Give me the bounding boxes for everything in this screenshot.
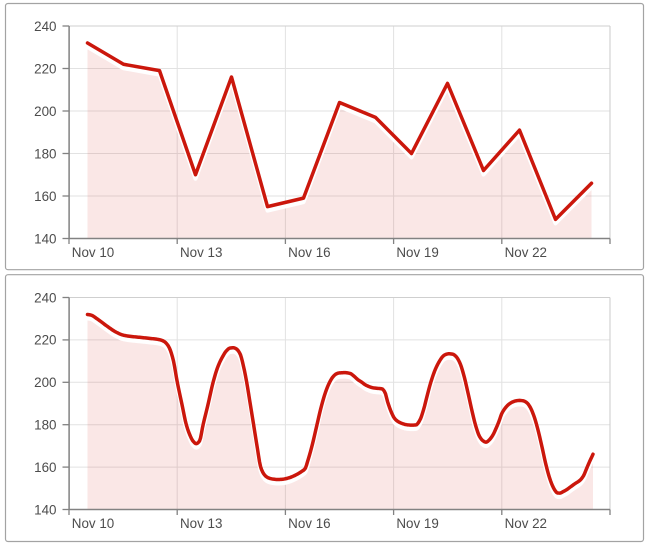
svg-text:200: 200 bbox=[34, 375, 56, 390]
svg-text:Nov 19: Nov 19 bbox=[396, 516, 438, 531]
svg-text:Nov 16: Nov 16 bbox=[288, 516, 330, 531]
svg-text:180: 180 bbox=[34, 146, 56, 161]
svg-text:160: 160 bbox=[34, 460, 56, 475]
svg-text:Nov 22: Nov 22 bbox=[505, 516, 547, 531]
svg-text:Nov 13: Nov 13 bbox=[180, 516, 222, 531]
svg-text:160: 160 bbox=[34, 189, 56, 204]
svg-text:Nov 13: Nov 13 bbox=[180, 245, 222, 260]
svg-text:Nov 10: Nov 10 bbox=[72, 245, 114, 260]
svg-text:Nov 19: Nov 19 bbox=[396, 245, 438, 260]
svg-text:140: 140 bbox=[34, 502, 56, 517]
svg-text:240: 240 bbox=[34, 19, 56, 34]
svg-text:Nov 10: Nov 10 bbox=[72, 516, 114, 531]
svg-text:Nov 22: Nov 22 bbox=[505, 245, 547, 260]
svg-text:140: 140 bbox=[34, 231, 56, 246]
svg-text:200: 200 bbox=[34, 104, 56, 119]
svg-text:Nov 16: Nov 16 bbox=[288, 245, 330, 260]
svg-text:220: 220 bbox=[34, 61, 56, 76]
svg-text:220: 220 bbox=[34, 333, 56, 348]
svg-text:240: 240 bbox=[34, 290, 56, 305]
svg-text:180: 180 bbox=[34, 418, 56, 433]
